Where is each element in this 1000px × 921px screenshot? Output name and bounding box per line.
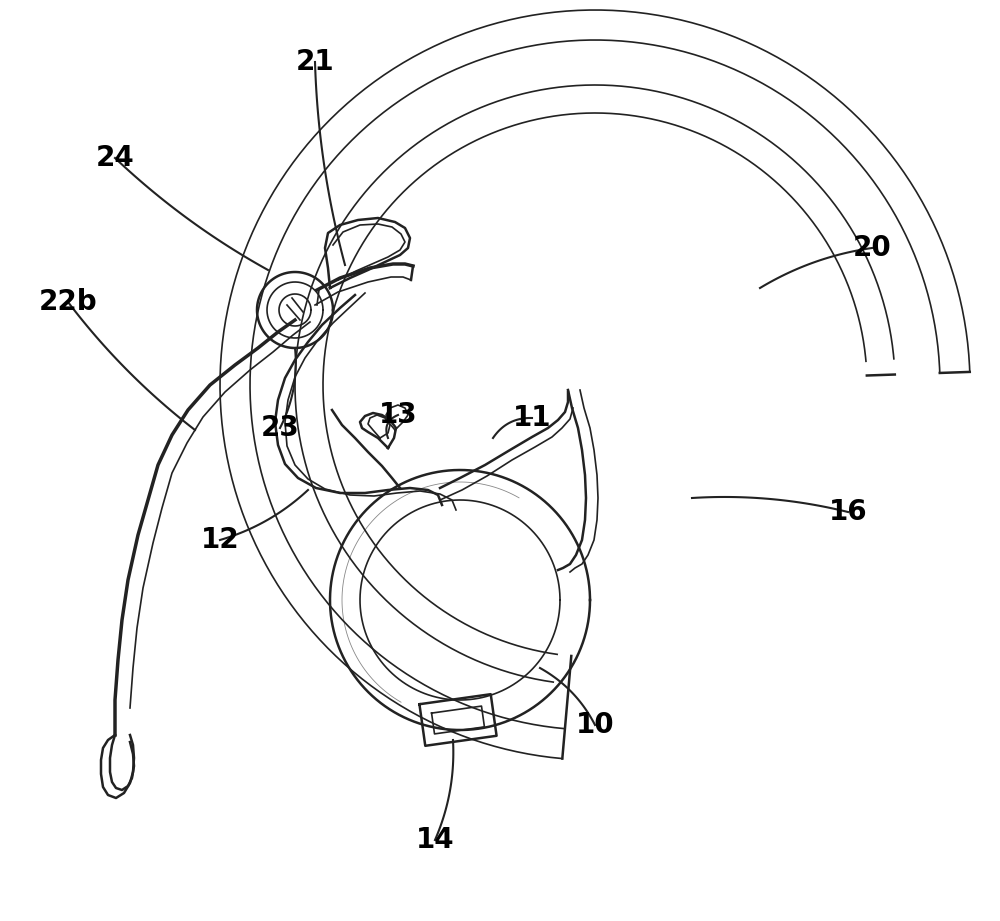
Text: 10: 10 [576,711,614,739]
Text: 23: 23 [261,414,299,442]
Text: 21: 21 [296,48,334,76]
Text: 13: 13 [379,401,417,429]
Text: 11: 11 [513,404,551,432]
Text: 16: 16 [829,498,867,526]
Text: 22b: 22b [39,288,97,316]
Text: 20: 20 [853,234,891,262]
Text: 14: 14 [416,826,454,854]
Text: 24: 24 [96,144,134,172]
Text: 12: 12 [201,526,239,554]
